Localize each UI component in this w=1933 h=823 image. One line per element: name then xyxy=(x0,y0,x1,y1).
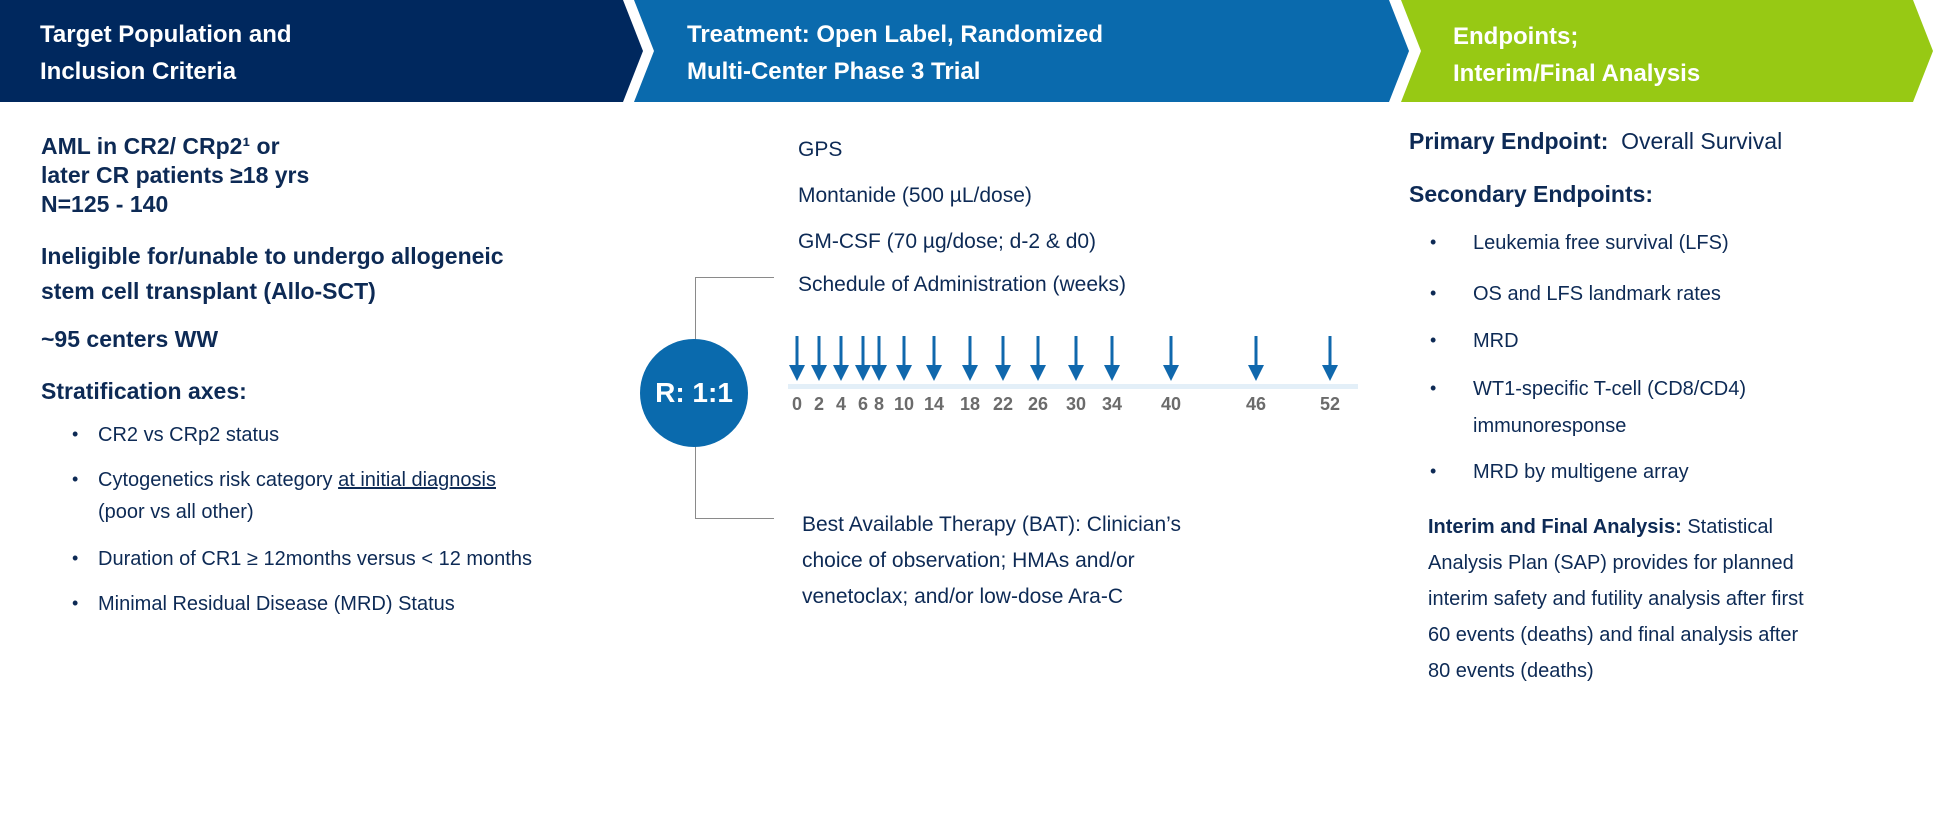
bat-line: venetoclax; and/or low-dose Ara-C xyxy=(802,585,1123,608)
population-chevron xyxy=(0,0,643,102)
stratification-item: CR2 vs CRp2 status xyxy=(98,424,280,446)
schedule-timeline xyxy=(788,384,1358,389)
week-label: 52 xyxy=(1319,394,1341,414)
treatment-header: Treatment: Open Label, Randomized Multi-… xyxy=(687,16,1103,90)
primary-endpoint: Primary Endpoint: Overall Survival xyxy=(1409,128,1782,155)
bullet: • xyxy=(1430,461,1437,481)
endpoints-header: Endpoints; Interim/Final Analysis xyxy=(1453,18,1700,92)
arm1-drug: GPS xyxy=(798,138,843,161)
bullet: • xyxy=(1430,283,1437,303)
week-label: 26 xyxy=(1027,394,1049,414)
secondary-title: Secondary Endpoints: xyxy=(1409,181,1654,207)
bat-line: Best Available Therapy (BAT): Clinician’… xyxy=(802,513,1181,536)
dose-arrow-icon xyxy=(871,336,887,381)
treatment-chevron xyxy=(634,0,1409,102)
arm2-bat: Best Available Therapy (BAT): Clinician’… xyxy=(802,507,1181,615)
bracket-top xyxy=(695,277,774,278)
secondary-item: OS and LFS landmark rates xyxy=(1473,283,1721,305)
dose-arrow-icon xyxy=(926,336,942,381)
header-line: Inclusion Criteria xyxy=(40,58,237,85)
week-label: 2 xyxy=(813,394,825,414)
dose-arrow-icon xyxy=(855,336,871,381)
criteria-line: N=125 - 140 xyxy=(41,191,169,217)
dose-arrow-icon xyxy=(1104,336,1120,381)
interim-line: interim safety and futility analysis aft… xyxy=(1428,588,1804,610)
week-label: 6 xyxy=(857,394,869,414)
week-label: 10 xyxy=(893,394,915,414)
interim-line: Analysis Plan (SAP) provides for planned xyxy=(1428,552,1794,574)
item-underlined-text: at initial diagnosis xyxy=(338,469,496,491)
week-label: 8 xyxy=(873,394,885,414)
week-label: 46 xyxy=(1245,394,1267,414)
stratification-item-line2: (poor vs all other) xyxy=(98,501,254,523)
week-label: 4 xyxy=(835,394,847,414)
week-label: 14 xyxy=(923,394,945,414)
week-label: 0 xyxy=(791,394,803,414)
bullet: • xyxy=(72,469,79,489)
item-text: Cytogenetics risk category xyxy=(98,469,339,491)
population-header: Target Population and Inclusion Criteria xyxy=(40,16,292,90)
dose-arrow-icon xyxy=(833,336,849,381)
interim-line: Statistical xyxy=(1681,516,1773,538)
dose-arrow-icon xyxy=(1248,336,1264,381)
header-line: Multi-Center Phase 3 Trial xyxy=(687,58,981,85)
stratification-title: Stratification axes: xyxy=(41,378,247,404)
interim-line: 80 events (deaths) xyxy=(1428,660,1594,682)
dose-arrow-icon xyxy=(995,336,1011,381)
dose-arrow-icon xyxy=(1030,336,1046,381)
week-label: 34 xyxy=(1101,394,1123,414)
secondary-item: Leukemia free survival (LFS) xyxy=(1473,232,1729,254)
secondary-item-line2: immunoresponse xyxy=(1473,415,1627,437)
secondary-item: MRD by multigene array xyxy=(1473,461,1689,483)
criteria-line: later CR patients ≥18 yrs xyxy=(41,162,310,188)
header-line: Endpoints; xyxy=(1453,23,1579,50)
bullet: • xyxy=(1430,378,1437,398)
week-label: 30 xyxy=(1065,394,1087,414)
week-label: 18 xyxy=(959,394,981,414)
bullet: • xyxy=(1430,232,1437,252)
week-label: 40 xyxy=(1160,394,1182,414)
dose-arrow-icon xyxy=(811,336,827,381)
dose-arrow-icon xyxy=(1322,336,1338,381)
header-line: Target Population and xyxy=(40,21,292,48)
endpoints-chevron xyxy=(1401,0,1933,102)
stratification-item: Cytogenetics risk category at initial di… xyxy=(98,469,496,492)
bullet: • xyxy=(1430,330,1437,350)
primary-value: Overall Survival xyxy=(1621,128,1783,154)
stratification-item: Minimal Residual Disease (MRD) Status xyxy=(98,593,455,615)
week-label: 22 xyxy=(992,394,1014,414)
bullet: • xyxy=(72,593,79,613)
inclusion-criteria: AML in CR2/ CRp2¹ or later CR patients ≥… xyxy=(41,132,309,219)
criteria-line: AML in CR2/ CRp2¹ or xyxy=(41,133,280,159)
stratification-item: Duration of CR1 ≥ 12months versus < 12 m… xyxy=(98,548,532,570)
interim-line: 60 events (deaths) and final analysis af… xyxy=(1428,624,1799,646)
randomization-circle: R: 1:1 xyxy=(640,339,748,447)
secondary-item: MRD xyxy=(1473,330,1519,352)
interim-analysis: Interim and Final Analysis: Statistical … xyxy=(1428,509,1804,689)
bat-line: choice of observation; HMAs and/or xyxy=(802,549,1135,572)
ineligibility: Ineligible for/unable to undergo allogen… xyxy=(41,239,504,309)
primary-label: Primary Endpoint: xyxy=(1409,128,1609,154)
ineligible-line: stem cell transplant (Allo-SCT) xyxy=(41,278,376,304)
centers: ~95 centers WW xyxy=(41,326,219,352)
dose-arrow-icon xyxy=(962,336,978,381)
bracket-bottom xyxy=(695,518,774,519)
bullet: • xyxy=(72,424,79,444)
header-chevrons xyxy=(0,0,1933,102)
header-line: Interim/Final Analysis xyxy=(1453,60,1701,87)
dose-arrow-icon xyxy=(789,336,805,381)
header-line: Treatment: Open Label, Randomized xyxy=(687,21,1104,48)
dose-arrow-icon xyxy=(1068,336,1084,381)
secondary-item: WT1-specific T-cell (CD8/CD4) xyxy=(1473,378,1746,400)
interim-label: Interim and Final Analysis: xyxy=(1428,516,1682,538)
ineligible-line: Ineligible for/unable to undergo allogen… xyxy=(41,243,504,269)
arm1-adjuvant: Montanide (500 µL/dose) xyxy=(798,184,1032,207)
arm1-gmcsf: GM-CSF (70 µg/dose; d-2 & d0) xyxy=(798,230,1097,253)
bullet: • xyxy=(72,548,79,568)
dose-arrow-icon xyxy=(896,336,912,381)
schedule-title: Schedule of Administration (weeks) xyxy=(798,273,1126,296)
dose-arrow-icon xyxy=(1163,336,1179,381)
